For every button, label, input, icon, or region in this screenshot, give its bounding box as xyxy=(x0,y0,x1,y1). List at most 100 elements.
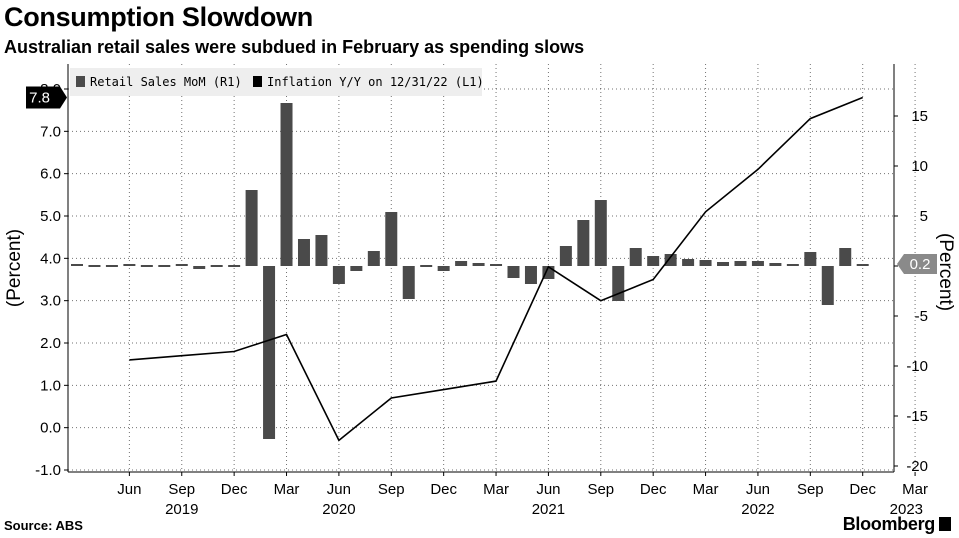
retail-sales-bar xyxy=(821,266,834,305)
retail-sales-bar xyxy=(524,266,537,284)
brand-logo: Bloomberg xyxy=(843,514,951,535)
retail-sales-bar xyxy=(228,265,241,267)
x-year-label: 2020 xyxy=(322,501,355,518)
chart-title: Consumption Slowdown xyxy=(4,2,313,32)
retail-sales-bar xyxy=(507,266,520,278)
left-tick-label: 2.0 xyxy=(40,335,61,352)
left-tick-label: 7.0 xyxy=(40,123,61,140)
left-tick-label: 5.0 xyxy=(40,208,61,225)
retail-sales-bar xyxy=(263,266,276,439)
retail-sales-bar xyxy=(751,261,764,266)
right-tick-label: 10 xyxy=(911,158,928,175)
left-tick-label: 0.0 xyxy=(40,420,61,437)
retail-sales-bar xyxy=(175,264,188,266)
bloomberg-mark-icon xyxy=(939,517,951,531)
right-tick-label: -10 xyxy=(906,358,928,375)
retail-sales-bar xyxy=(717,262,730,266)
retail-sales-bar xyxy=(315,235,328,266)
x-tick-label: Jun xyxy=(327,481,351,498)
retail-sales-bar xyxy=(123,264,136,266)
retail-sales-bar xyxy=(367,251,380,266)
retail-sales-bar xyxy=(856,264,869,266)
retail-sales-bar xyxy=(245,190,258,266)
legend-swatch-inflation xyxy=(253,76,262,87)
retail-sales-bar xyxy=(629,248,642,266)
retail-sales-bar xyxy=(402,266,415,299)
retail-sales-bar xyxy=(350,266,363,271)
retail-sales-bar xyxy=(490,264,503,266)
x-tick-label: Sep xyxy=(168,481,195,498)
x-year-label: 2019 xyxy=(165,501,198,518)
x-year-label: 2021 xyxy=(532,501,565,518)
right-last-value-label: 0.2 xyxy=(910,256,931,273)
right-tick-label: -15 xyxy=(906,408,928,425)
retail-sales-bar xyxy=(105,265,118,267)
retail-sales-bar xyxy=(158,265,171,267)
retail-sales-bar xyxy=(88,265,101,267)
x-tick-label: Sep xyxy=(587,481,614,498)
right-tick-label: -20 xyxy=(906,458,928,475)
left-last-value-badge xyxy=(26,86,67,109)
left-tick-label: 1.0 xyxy=(40,377,61,394)
left-tick-label: 3.0 xyxy=(40,293,61,310)
retail-sales-bar xyxy=(699,260,712,266)
retail-sales-bar xyxy=(332,266,345,284)
x-tick-label: Sep xyxy=(378,481,405,498)
legend-label-inflation: Inflation Y/Y on 12/31/22 (L1) xyxy=(267,75,484,89)
retail-sales-bar xyxy=(559,246,572,266)
retail-sales-bar xyxy=(455,261,468,266)
retail-sales-bar xyxy=(385,212,398,266)
x-tick-label: Dec xyxy=(640,481,667,498)
brand-name: Bloomberg xyxy=(842,514,936,534)
left-tick-label: -1.0 xyxy=(35,462,61,479)
right-last-value-badge xyxy=(897,254,937,274)
retail-sales-bar xyxy=(594,200,607,266)
retail-sales-bar xyxy=(839,248,852,266)
right-axis-title: (Percent) xyxy=(935,233,956,311)
x-tick-label: Jun xyxy=(746,481,770,498)
retail-sales-bar xyxy=(71,264,83,266)
retail-sales-bar xyxy=(210,265,223,267)
left-axis-title: (Percent) xyxy=(4,229,25,307)
retail-sales-bar xyxy=(682,259,695,266)
retail-sales-bar xyxy=(647,256,660,266)
retail-sales-bar xyxy=(280,103,293,266)
retail-sales-bar xyxy=(437,266,450,271)
retail-sales-bar xyxy=(786,264,799,266)
retail-sales-bar xyxy=(193,266,206,269)
left-last-value-label: 7.8 xyxy=(29,89,50,106)
retail-sales-bar xyxy=(664,254,677,266)
right-tick-label: -5 xyxy=(915,308,928,325)
retail-sales-bar xyxy=(297,239,310,266)
x-tick-label: Mar xyxy=(274,481,300,498)
x-tick-label: Sep xyxy=(797,481,824,498)
retail-sales-bar xyxy=(420,265,433,267)
x-year-label: 2022 xyxy=(741,501,774,518)
retail-sales-bar xyxy=(577,220,590,266)
x-tick-label: Jun xyxy=(117,481,141,498)
retail-sales-bar xyxy=(734,261,747,266)
retail-sales-bar xyxy=(140,265,153,267)
right-tick-label: 5 xyxy=(920,208,928,225)
inflation-line xyxy=(129,96,863,442)
left-tick-label: 6.0 xyxy=(40,166,61,183)
x-tick-label: Dec xyxy=(221,481,248,498)
left-tick-label: 4.0 xyxy=(40,250,61,267)
x-tick-label: Mar xyxy=(693,481,719,498)
x-tick-label: Jun xyxy=(536,481,560,498)
chart-subtitle: Australian retail sales were subdued in … xyxy=(4,37,585,57)
legend-swatch-retail xyxy=(76,76,85,87)
right-tick-label: 15 xyxy=(911,108,928,125)
x-tick-label: Mar xyxy=(902,481,928,498)
x-tick-label: Dec xyxy=(430,481,457,498)
retail-sales-bar xyxy=(472,263,485,266)
x-year-label: 2023 xyxy=(890,501,923,518)
retail-sales-bar xyxy=(804,252,817,266)
legend-label-retail: Retail Sales MoM (R1) xyxy=(90,75,242,89)
x-tick-label: Dec xyxy=(849,481,876,498)
legend-box xyxy=(70,68,482,96)
retail-sales-bar xyxy=(769,263,782,266)
x-tick-label: Mar xyxy=(483,481,509,498)
source-note: Source: ABS xyxy=(4,518,83,533)
